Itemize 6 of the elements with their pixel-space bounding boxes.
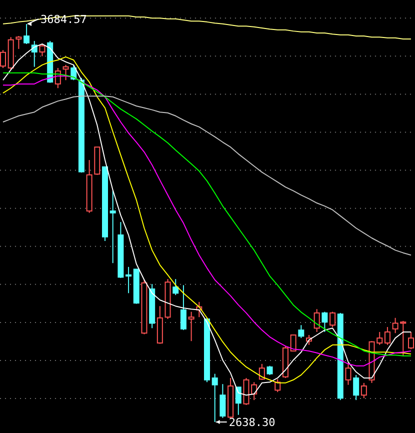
candlestick xyxy=(314,308,320,332)
candlestick xyxy=(149,284,156,329)
candlestick xyxy=(110,190,116,264)
candlestick xyxy=(126,266,132,294)
annotation: 2638.30 xyxy=(228,416,276,429)
annotation: 3684.57 xyxy=(40,12,87,26)
